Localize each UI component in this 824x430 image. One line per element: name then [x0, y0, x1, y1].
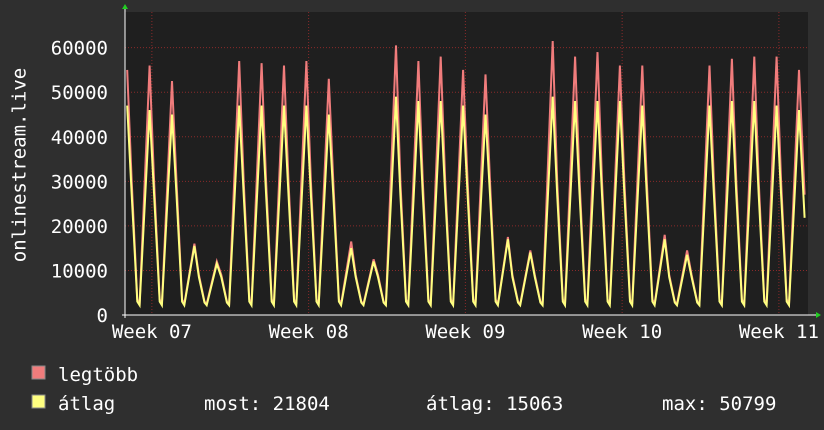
y-tick-label: 0	[97, 305, 108, 327]
y-tick-label: 20000	[51, 216, 108, 238]
stat: most: 21804	[204, 393, 330, 415]
x-tick-label: Week 08	[269, 321, 349, 343]
y-tick-label: 40000	[51, 127, 108, 149]
stat-label: most:	[204, 393, 261, 415]
y-axis-label: onlinestream.live	[9, 68, 31, 262]
x-tick-label: Week 10	[582, 321, 662, 343]
x-arrow	[816, 312, 821, 318]
x-tick-label: Week 11	[739, 321, 819, 343]
legend-swatch	[31, 394, 46, 409]
stat-value: 50799	[719, 393, 776, 415]
stat-value: 15063	[506, 393, 563, 415]
stat-label: max:	[662, 393, 708, 415]
y-tick-label: 30000	[51, 171, 108, 193]
x-tick-label: Week 07	[112, 321, 192, 343]
stat: max: 50799	[662, 393, 776, 415]
series-line	[126, 96, 806, 309]
y-arrow	[122, 4, 128, 9]
x-tick-label: Week 09	[425, 321, 505, 343]
stat-label: átlag:	[426, 393, 495, 415]
y-tick-label: 60000	[51, 38, 108, 60]
legend-label: átlag	[58, 393, 115, 415]
stat-value: 21804	[273, 393, 330, 415]
legend-swatch	[31, 365, 46, 380]
y-tick-label: 50000	[51, 82, 108, 104]
stat: átlag: 15063	[426, 393, 563, 415]
legend-label: legtöbb	[58, 364, 138, 386]
y-tick-label: 10000	[51, 260, 108, 282]
